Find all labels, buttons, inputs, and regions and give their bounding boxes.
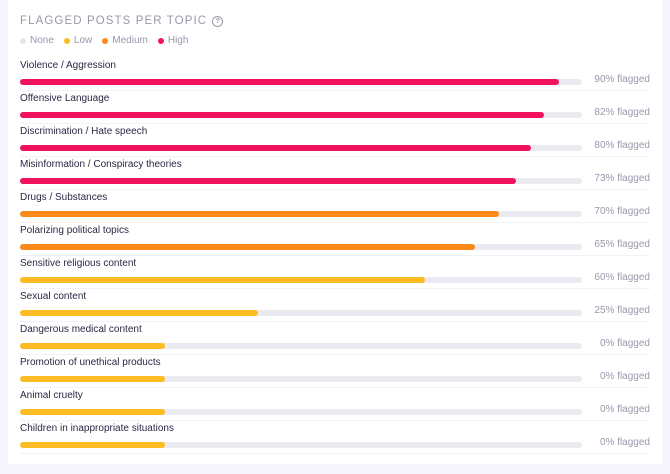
bar-track	[20, 112, 582, 118]
topic-label: Sexual content	[20, 291, 87, 302]
flagged-percentage: 82% flagged	[594, 107, 650, 118]
legend-label: High	[167, 35, 189, 46]
chart-title: FLAGGED POSTS PER TOPIC	[20, 15, 208, 27]
topic-row: Sexual content 25% flagged	[20, 289, 650, 322]
flagged-posts-card: FLAGGED POSTS PER TOPIC ? None Low Medium H…	[8, 0, 662, 464]
bar-fill	[20, 409, 165, 415]
topic-row: Discrimination / Hate speech 80% flagged	[20, 124, 650, 157]
bar-fill	[20, 277, 425, 283]
bar-fill	[20, 145, 531, 151]
topic-row: Promotion of unethical products 0% flagge…	[20, 355, 650, 388]
topic-row: Drugs / Substances 70% flagged	[20, 190, 650, 223]
topic-label: Dangerous medical content	[20, 324, 142, 335]
flagged-percentage: 70% flagged	[594, 206, 650, 217]
bar-track	[20, 310, 582, 316]
flagged-percentage: 80% flagged	[594, 140, 650, 151]
flagged-percentage: 60% flagged	[594, 272, 650, 283]
bar-track	[20, 277, 582, 283]
topic-label: Sensitive religious content	[20, 258, 137, 269]
legend-swatch	[102, 37, 109, 44]
topic-row: Misinformation / Conspiracy theories 73% …	[20, 157, 650, 190]
flagged-percentage: 65% flagged	[594, 239, 650, 250]
legend-label: None	[30, 35, 54, 46]
topic-label: Polarizing political topics	[20, 225, 129, 236]
bar-fill	[20, 376, 165, 382]
bar-track	[20, 244, 582, 250]
topic-row: Polarizing political topics 65% flagged	[20, 223, 650, 256]
topic-label: Animal cruelty	[20, 390, 83, 401]
flagged-percentage: 0% flagged	[599, 437, 650, 448]
bar-track	[20, 79, 582, 85]
bar-fill	[20, 178, 516, 184]
bar-fill	[20, 244, 475, 250]
flagged-percentage: 25% flagged	[594, 305, 650, 316]
legend-swatch	[20, 37, 26, 44]
chart-header: FLAGGED POSTS PER TOPIC ?	[20, 15, 224, 27]
legend-item-none: None	[20, 35, 54, 46]
legend-item-medium: Medium	[102, 35, 148, 46]
bar-track	[20, 409, 582, 415]
topic-label: Promotion of unethical products	[20, 357, 161, 368]
bar-fill	[20, 310, 258, 316]
topic-row: Dangerous medical content 0% flagged	[20, 322, 650, 355]
legend-swatch	[157, 37, 164, 44]
topic-bar-list: Violence / Aggression 90% flagged Offensiv…	[20, 58, 650, 454]
flagged-percentage: 0% flagged	[599, 338, 650, 349]
bar-fill	[20, 112, 544, 118]
topic-row: Violence / Aggression 90% flagged	[20, 58, 650, 91]
legend-label: Medium	[112, 35, 148, 46]
topic-row: Offensive Language 82% flagged	[20, 91, 650, 124]
flagged-percentage: 90% flagged	[594, 74, 650, 85]
bar-fill	[20, 79, 559, 85]
bar-track	[20, 178, 582, 184]
flagged-percentage: 0% flagged	[599, 404, 650, 415]
bar-track	[20, 376, 582, 382]
bar-fill	[20, 343, 165, 349]
topic-label: Misinformation / Conspiracy theories	[20, 159, 182, 170]
topic-label: Drugs / Substances	[20, 192, 108, 203]
topic-row: Sensitive religious content 60% flagged	[20, 256, 650, 289]
legend-item-low: Low	[63, 35, 93, 46]
topic-label: Discrimination / Hate speech	[20, 126, 148, 137]
bar-track	[20, 211, 582, 217]
flagged-percentage: 73% flagged	[594, 173, 650, 184]
bar-fill	[20, 442, 165, 448]
topic-row: Animal cruelty 0% flagged	[20, 388, 650, 421]
legend-item-high: High	[157, 35, 189, 46]
legend-swatch	[63, 37, 70, 44]
chart-legend: None Low Medium High	[20, 35, 188, 46]
topic-label: Children in inappropriate situations	[20, 423, 174, 434]
bar-track	[20, 145, 582, 151]
bar-track	[20, 442, 582, 448]
topic-row: Children in inappropriate situations 0% f…	[20, 421, 650, 454]
bar-track	[20, 343, 582, 349]
bar-fill	[20, 211, 499, 217]
topic-label: Offensive Language	[20, 93, 110, 104]
topic-label: Violence / Aggression	[20, 60, 116, 71]
flagged-percentage: 0% flagged	[599, 371, 650, 382]
help-circle-icon[interactable]: ?	[212, 15, 224, 27]
legend-label: Low	[73, 35, 93, 46]
